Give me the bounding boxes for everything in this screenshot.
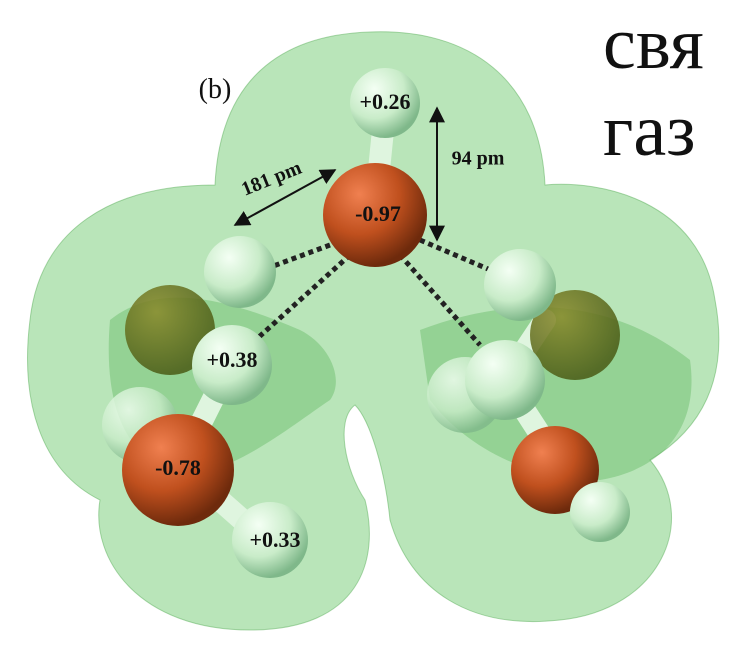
charge-label: -0.78 [155, 455, 201, 480]
hydrogen-bonds [248, 237, 496, 347]
charge-label: +0.33 [249, 527, 300, 552]
charge-label: +0.26 [359, 89, 410, 114]
atoms [102, 68, 630, 578]
side-text: газ [603, 90, 695, 172]
panel-label: (b) [199, 74, 232, 105]
side-text: свя [603, 3, 704, 85]
charge-label: +0.38 [206, 347, 257, 372]
distance-arrow [233, 169, 337, 226]
charge-label: -0.97 [355, 201, 401, 226]
distance-label: 94 pm [452, 148, 505, 170]
